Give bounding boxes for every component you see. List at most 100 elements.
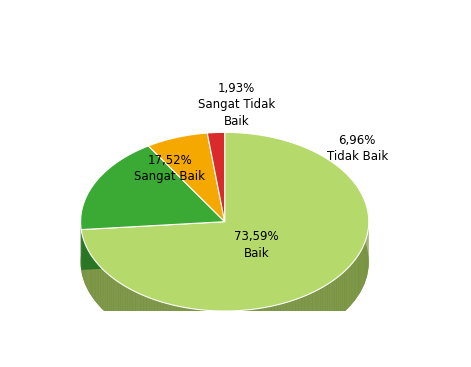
Text: Baik: Baik	[244, 247, 269, 260]
Polygon shape	[354, 259, 356, 301]
Polygon shape	[362, 247, 363, 289]
Polygon shape	[349, 264, 351, 306]
Polygon shape	[141, 294, 144, 336]
Polygon shape	[164, 303, 167, 344]
Polygon shape	[357, 255, 358, 297]
Polygon shape	[86, 246, 87, 288]
Polygon shape	[182, 307, 186, 348]
Polygon shape	[339, 275, 341, 317]
Polygon shape	[275, 305, 278, 346]
Polygon shape	[293, 299, 296, 341]
Polygon shape	[192, 309, 195, 349]
Polygon shape	[301, 296, 304, 338]
Text: Tidak Baik: Tidak Baik	[326, 150, 388, 163]
Polygon shape	[93, 258, 94, 300]
Polygon shape	[179, 306, 182, 348]
Polygon shape	[310, 292, 312, 334]
Polygon shape	[202, 310, 205, 350]
Text: 17,52%: 17,52%	[147, 154, 192, 167]
Polygon shape	[356, 257, 357, 299]
Polygon shape	[88, 250, 89, 292]
Polygon shape	[236, 310, 239, 351]
Polygon shape	[97, 263, 99, 305]
Polygon shape	[351, 262, 353, 305]
Ellipse shape	[81, 173, 369, 351]
Polygon shape	[167, 304, 170, 345]
Polygon shape	[318, 288, 320, 330]
Polygon shape	[365, 239, 366, 281]
Polygon shape	[245, 310, 249, 350]
Polygon shape	[133, 290, 135, 332]
Polygon shape	[149, 298, 152, 339]
Polygon shape	[116, 280, 118, 322]
Polygon shape	[299, 297, 301, 339]
Polygon shape	[315, 290, 318, 331]
Polygon shape	[81, 146, 225, 230]
Polygon shape	[195, 309, 199, 350]
Polygon shape	[334, 278, 336, 320]
Polygon shape	[284, 302, 287, 344]
Polygon shape	[108, 274, 110, 316]
Polygon shape	[207, 132, 225, 222]
Polygon shape	[229, 311, 232, 351]
Polygon shape	[112, 277, 114, 319]
Text: 73,59%: 73,59%	[234, 230, 279, 243]
Polygon shape	[125, 286, 128, 328]
Polygon shape	[268, 306, 271, 347]
Polygon shape	[278, 304, 281, 345]
Polygon shape	[144, 295, 146, 337]
Polygon shape	[222, 311, 226, 351]
Polygon shape	[271, 305, 275, 346]
Polygon shape	[265, 307, 268, 348]
Polygon shape	[81, 222, 225, 270]
Polygon shape	[123, 285, 125, 327]
Polygon shape	[199, 309, 202, 350]
Polygon shape	[366, 235, 367, 277]
Polygon shape	[89, 252, 90, 294]
Polygon shape	[102, 269, 104, 311]
Polygon shape	[290, 300, 293, 342]
Polygon shape	[96, 261, 97, 304]
Polygon shape	[152, 299, 155, 340]
Polygon shape	[281, 303, 284, 344]
Text: Sangat Baik: Sangat Baik	[134, 171, 205, 184]
Polygon shape	[121, 283, 123, 325]
Polygon shape	[100, 267, 102, 309]
Polygon shape	[312, 291, 315, 333]
Polygon shape	[325, 284, 327, 326]
Polygon shape	[252, 309, 255, 350]
Polygon shape	[360, 251, 361, 293]
Polygon shape	[232, 311, 236, 351]
Polygon shape	[320, 287, 323, 329]
Polygon shape	[336, 276, 339, 319]
Polygon shape	[186, 308, 189, 349]
Polygon shape	[130, 289, 133, 331]
Polygon shape	[94, 259, 96, 302]
Polygon shape	[170, 304, 173, 345]
Polygon shape	[85, 244, 86, 286]
Polygon shape	[81, 222, 225, 270]
Polygon shape	[341, 273, 342, 315]
Polygon shape	[138, 293, 141, 335]
Polygon shape	[158, 301, 161, 342]
Polygon shape	[361, 249, 362, 291]
Polygon shape	[91, 256, 93, 298]
Polygon shape	[148, 133, 225, 222]
Polygon shape	[296, 298, 299, 340]
Polygon shape	[262, 308, 265, 348]
Polygon shape	[209, 310, 212, 351]
Polygon shape	[110, 276, 112, 317]
Polygon shape	[87, 248, 88, 290]
Polygon shape	[161, 302, 164, 343]
Polygon shape	[332, 280, 334, 321]
Polygon shape	[205, 310, 209, 351]
Polygon shape	[189, 308, 192, 349]
Polygon shape	[342, 271, 344, 313]
Polygon shape	[176, 306, 179, 347]
Polygon shape	[327, 283, 330, 324]
Polygon shape	[90, 254, 91, 296]
Text: 1,93%: 1,93%	[218, 82, 255, 95]
Polygon shape	[106, 272, 108, 314]
Polygon shape	[212, 310, 215, 351]
Polygon shape	[146, 297, 149, 338]
